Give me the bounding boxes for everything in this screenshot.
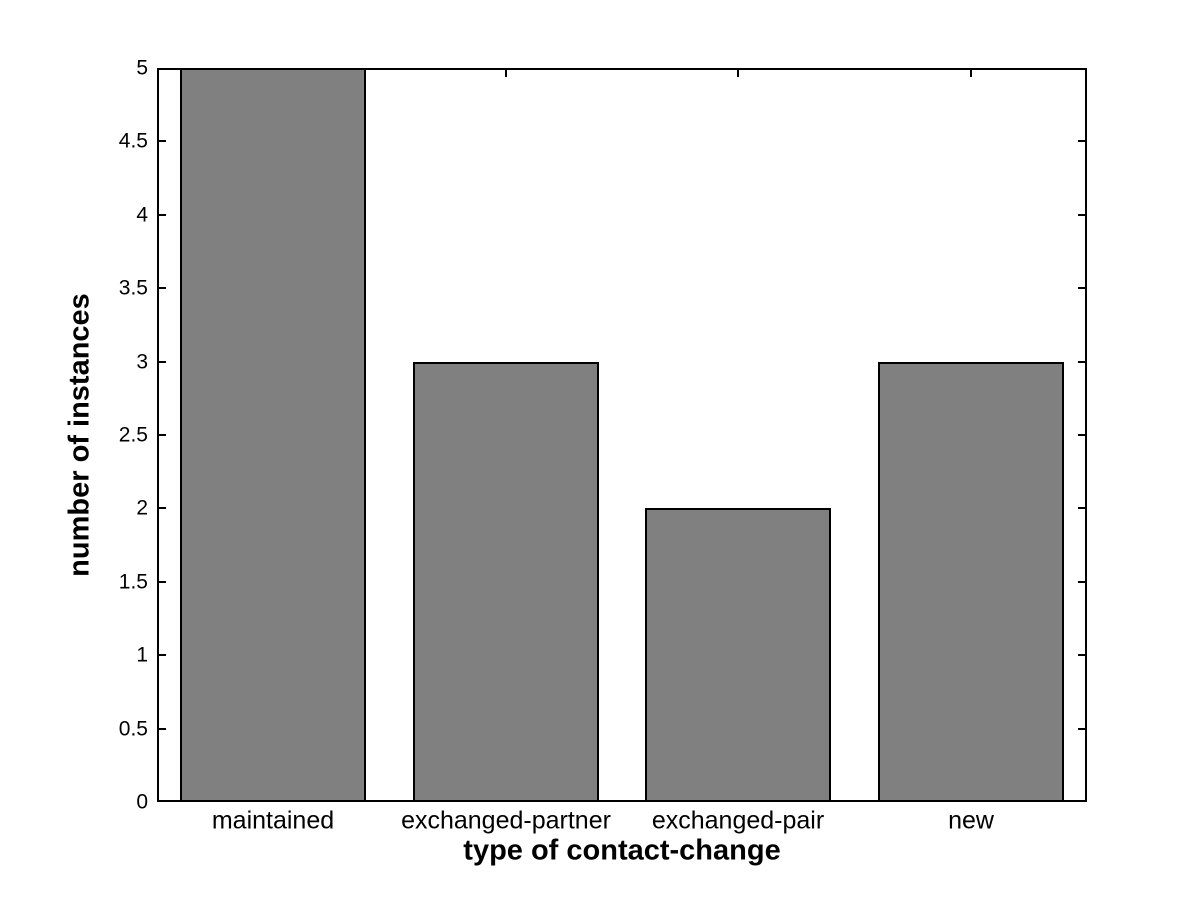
y-tick-label: 0 [136,790,148,814]
y-tick [157,728,166,730]
y-tick [1078,728,1087,730]
y-tick [1078,800,1087,802]
x-axis-label: type of contact-change [463,834,781,867]
y-tick-label: 4 [136,203,148,227]
x-tick [737,68,739,77]
y-tick [157,654,166,656]
y-tick [1078,287,1087,289]
x-tick [970,68,972,77]
y-tick [1078,654,1087,656]
y-tick [157,800,166,802]
y-tick [1078,68,1087,70]
y-tick-label: 2 [136,496,148,520]
bar-exchanged-pair [645,508,831,802]
y-tick-label: 2.5 [118,423,148,447]
y-tick [1078,361,1087,363]
bar-maintained [180,68,366,802]
y-tick [1078,214,1087,216]
x-tick-label: exchanged-pair [651,806,825,835]
y-tick [157,68,166,70]
x-tick-label: exchanged-partner [401,806,611,835]
x-tick [505,68,507,77]
y-tick [157,434,166,436]
y-tick [1078,434,1087,436]
y-tick-label: 1.5 [118,570,148,594]
y-tick-label: 3.5 [118,276,148,300]
x-tick-label: maintained [211,806,335,835]
y-tick [157,140,166,142]
y-tick-label: 1 [136,643,148,667]
y-tick-label: 4.5 [118,129,148,153]
y-axis-label: number of instances [63,293,96,577]
bar-exchanged-partner [413,362,599,802]
y-tick [1078,581,1087,583]
y-tick [1078,140,1087,142]
y-tick [157,287,166,289]
y-tick [157,361,166,363]
plot-area [157,68,1087,802]
x-tick-label: new [948,806,994,835]
y-tick [157,507,166,509]
bar-new [878,362,1064,802]
y-tick [157,214,166,216]
y-tick [1078,507,1087,509]
y-tick-label: 3 [136,350,148,374]
y-tick-label: 5 [136,56,148,80]
y-tick [157,581,166,583]
y-tick-label: 0.5 [118,717,148,741]
